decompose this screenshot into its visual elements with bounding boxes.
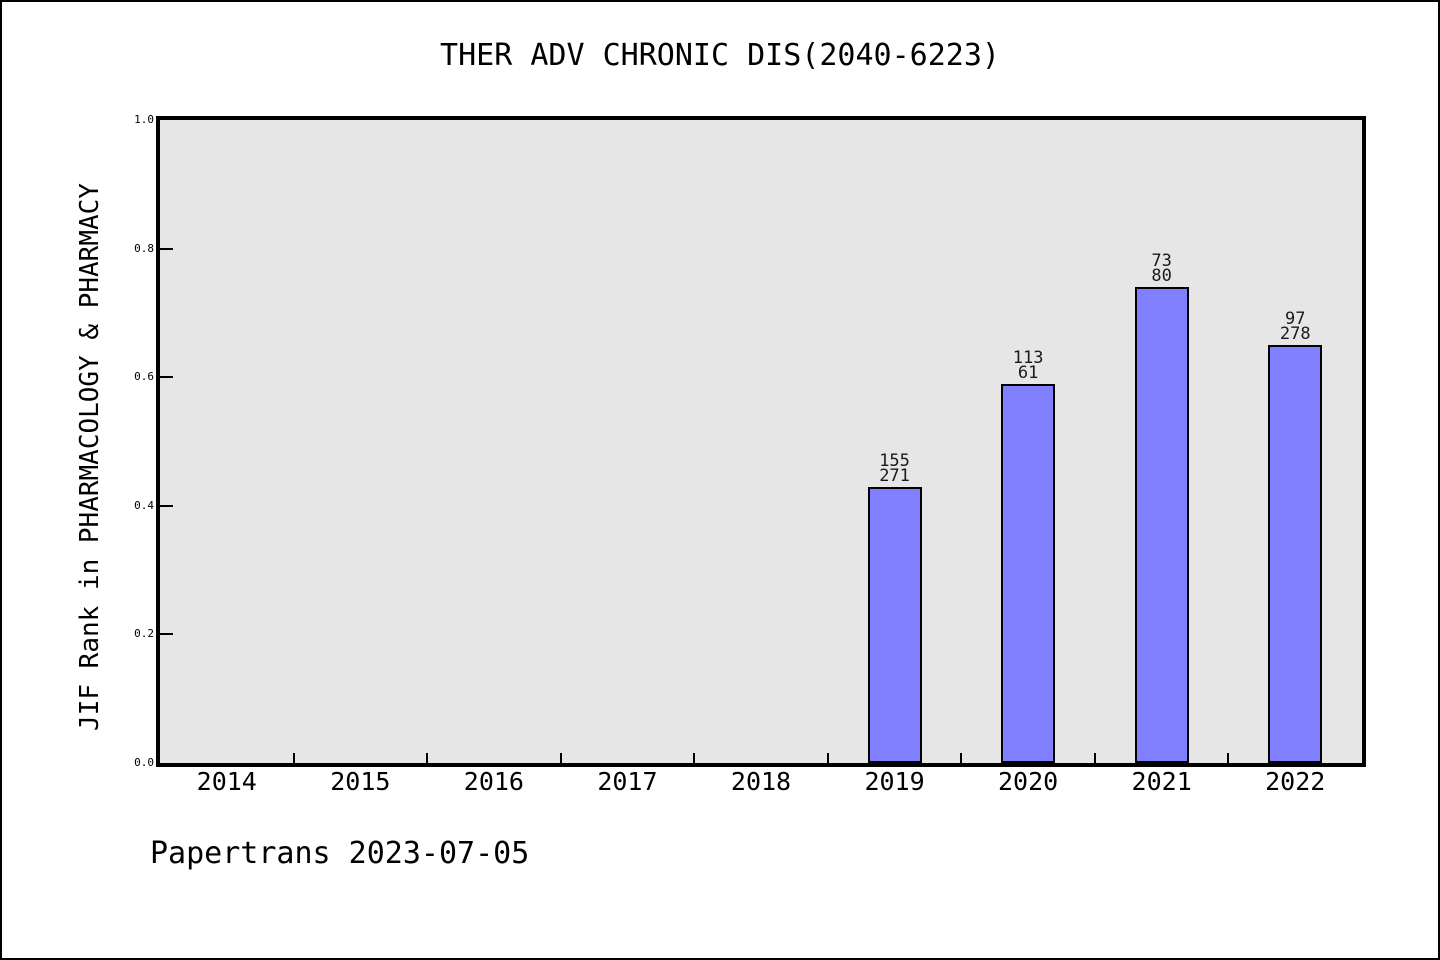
bar-value-line: 271 bbox=[879, 465, 910, 486]
x-tick-label: 2017 bbox=[597, 767, 658, 796]
x-tick-label: 2015 bbox=[330, 767, 391, 796]
y-tick-mark bbox=[160, 633, 173, 636]
x-tick-label: 2014 bbox=[196, 767, 257, 796]
bar-value-line: 73 bbox=[1151, 251, 1172, 272]
x-boundary-tick bbox=[559, 753, 562, 763]
x-tick-label: 2019 bbox=[864, 767, 925, 796]
x-tick-label: 2021 bbox=[1131, 767, 1192, 796]
bar-value-label: 97 278 bbox=[1235, 309, 1355, 345]
bar-value-label: 113 61 bbox=[968, 347, 1088, 383]
bar-value-label: 155 271 bbox=[835, 450, 955, 486]
y-tick-label: 1.0 bbox=[134, 113, 154, 126]
y-tick-label: 0.2 bbox=[134, 627, 154, 641]
bar bbox=[1001, 383, 1056, 763]
bar-value-label: 73 80 bbox=[1102, 251, 1222, 287]
x-boundary-tick bbox=[693, 753, 696, 763]
bar bbox=[1134, 287, 1189, 763]
x-boundary-tick bbox=[292, 753, 295, 763]
bar-value-line: 155 bbox=[879, 450, 910, 471]
bar-value-line: 278 bbox=[1279, 324, 1311, 345]
x-tick-label: 2020 bbox=[998, 767, 1059, 796]
y-tick-label: 0.4 bbox=[134, 498, 154, 512]
x-boundary-tick bbox=[1093, 753, 1096, 763]
footer-text: Papertrans 2023-07-05 bbox=[150, 836, 530, 871]
x-boundary-tick bbox=[426, 753, 429, 763]
y-tick-mark bbox=[160, 247, 173, 250]
y-tick-mark bbox=[160, 376, 173, 379]
x-boundary-tick bbox=[826, 753, 829, 763]
x-tick-label: 2016 bbox=[463, 767, 524, 796]
x-boundary-tick bbox=[1227, 753, 1230, 763]
y-tick-label: 0.0 bbox=[134, 756, 154, 769]
bar bbox=[1268, 345, 1323, 763]
x-tick-label: 2018 bbox=[730, 767, 792, 796]
chart-title: THER ADV CHRONIC DIS(2040-6223) bbox=[440, 38, 1000, 73]
bar-value-line: 80 bbox=[1151, 266, 1172, 287]
y-tick-label: 0.8 bbox=[134, 241, 154, 255]
x-tick-label: 2022 bbox=[1265, 767, 1326, 796]
y-tick-label: 0.6 bbox=[134, 370, 154, 384]
bar-value-line: 113 bbox=[1012, 347, 1044, 368]
bar bbox=[867, 486, 922, 763]
x-boundary-tick bbox=[960, 753, 963, 763]
y-axis-label: JIF Rank in PHARMACOLOGY & PHARMACY bbox=[75, 183, 105, 731]
y-tick-mark bbox=[160, 504, 173, 507]
bar-value-line: 97 bbox=[1284, 309, 1306, 330]
bar-value-line: 61 bbox=[1017, 362, 1039, 383]
